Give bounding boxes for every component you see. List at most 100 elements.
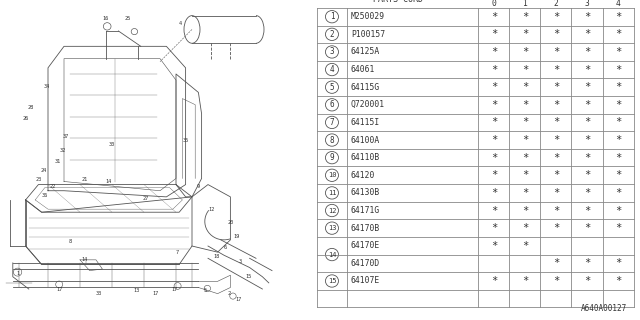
Text: 36: 36 [42, 193, 48, 198]
Text: *: * [553, 65, 559, 75]
Text: 15: 15 [328, 278, 336, 284]
Text: *: * [553, 117, 559, 127]
Text: *: * [553, 258, 559, 268]
Text: *: * [584, 223, 590, 233]
Text: 37: 37 [63, 134, 68, 140]
Text: 24: 24 [40, 168, 46, 173]
Text: *: * [584, 12, 590, 22]
Text: *: * [491, 12, 497, 22]
Text: 3: 3 [330, 47, 334, 56]
Text: 16: 16 [102, 16, 109, 21]
Text: *: * [615, 117, 621, 127]
Text: 64107E: 64107E [351, 276, 380, 285]
Text: *: * [584, 100, 590, 110]
Text: *: * [522, 117, 528, 127]
Text: 64115G: 64115G [351, 83, 380, 92]
Text: 64125A: 64125A [351, 47, 380, 56]
Text: 35: 35 [182, 138, 189, 142]
Text: *: * [522, 135, 528, 145]
Text: 9
4: 9 4 [616, 0, 620, 8]
Text: 64115I: 64115I [351, 118, 380, 127]
Text: 8: 8 [330, 136, 334, 145]
Text: *: * [491, 65, 497, 75]
Text: *: * [553, 29, 559, 39]
Text: 12: 12 [328, 207, 336, 213]
Text: *: * [553, 135, 559, 145]
Text: *: * [615, 135, 621, 145]
Text: 64100A: 64100A [351, 136, 380, 145]
Text: 6: 6 [224, 245, 227, 250]
Text: *: * [553, 205, 559, 215]
Text: 31: 31 [54, 159, 61, 164]
Text: 33: 33 [96, 291, 102, 296]
Text: 9
0: 9 0 [492, 0, 497, 8]
Text: *: * [491, 153, 497, 163]
Text: *: * [615, 82, 621, 92]
Text: *: * [553, 12, 559, 22]
Text: 18: 18 [213, 254, 219, 259]
Text: 34: 34 [44, 84, 49, 89]
Text: *: * [584, 82, 590, 92]
Text: 9
1: 9 1 [522, 0, 527, 8]
Text: *: * [522, 276, 528, 286]
Text: *: * [584, 258, 590, 268]
Text: *: * [491, 241, 497, 251]
Text: *: * [615, 29, 621, 39]
Text: *: * [553, 188, 559, 198]
Text: *: * [553, 100, 559, 110]
Text: 12: 12 [208, 207, 214, 212]
Text: 15: 15 [245, 274, 251, 279]
Text: 5: 5 [204, 288, 206, 293]
Text: *: * [553, 82, 559, 92]
Text: *: * [491, 117, 497, 127]
Text: 3: 3 [239, 259, 241, 264]
Text: 9: 9 [330, 153, 334, 162]
Text: *: * [522, 223, 528, 233]
Text: 32: 32 [60, 148, 65, 153]
Text: 4: 4 [330, 65, 334, 74]
Text: *: * [615, 100, 621, 110]
Text: *: * [615, 65, 621, 75]
Text: *: * [584, 205, 590, 215]
Text: 1: 1 [330, 12, 334, 21]
Text: *: * [522, 241, 528, 251]
Text: *: * [491, 82, 497, 92]
Text: 13: 13 [328, 225, 336, 231]
Text: *: * [584, 170, 590, 180]
Text: *: * [615, 223, 621, 233]
Text: 14: 14 [82, 257, 88, 262]
Text: *: * [584, 135, 590, 145]
Text: *: * [522, 29, 528, 39]
Text: *: * [615, 258, 621, 268]
Text: *: * [553, 170, 559, 180]
Text: *: * [491, 100, 497, 110]
Text: *: * [615, 188, 621, 198]
Text: 9
2: 9 2 [554, 0, 559, 8]
Text: 4: 4 [179, 21, 182, 26]
Text: 17: 17 [152, 291, 158, 296]
Text: 19: 19 [234, 234, 240, 239]
Text: 13: 13 [133, 288, 139, 293]
Text: 17: 17 [56, 286, 62, 292]
Text: A640A00127: A640A00127 [580, 304, 627, 313]
Text: 5: 5 [330, 83, 334, 92]
Text: *: * [522, 153, 528, 163]
Text: *: * [553, 47, 559, 57]
Text: *: * [491, 205, 497, 215]
Text: *: * [615, 170, 621, 180]
Text: *: * [615, 153, 621, 163]
Text: 9
3: 9 3 [584, 0, 589, 8]
Text: *: * [522, 188, 528, 198]
Text: *: * [522, 100, 528, 110]
Text: 26: 26 [22, 116, 29, 121]
Text: 64170B: 64170B [351, 224, 380, 233]
Text: *: * [615, 276, 621, 286]
Text: PARTS CORD: PARTS CORD [372, 0, 422, 4]
Text: 21: 21 [82, 178, 88, 182]
Text: 6: 6 [330, 100, 334, 109]
Text: 20: 20 [227, 220, 234, 226]
Text: *: * [615, 205, 621, 215]
Text: 7: 7 [176, 250, 179, 255]
Text: 64170D: 64170D [351, 259, 380, 268]
Text: 27: 27 [143, 196, 148, 201]
